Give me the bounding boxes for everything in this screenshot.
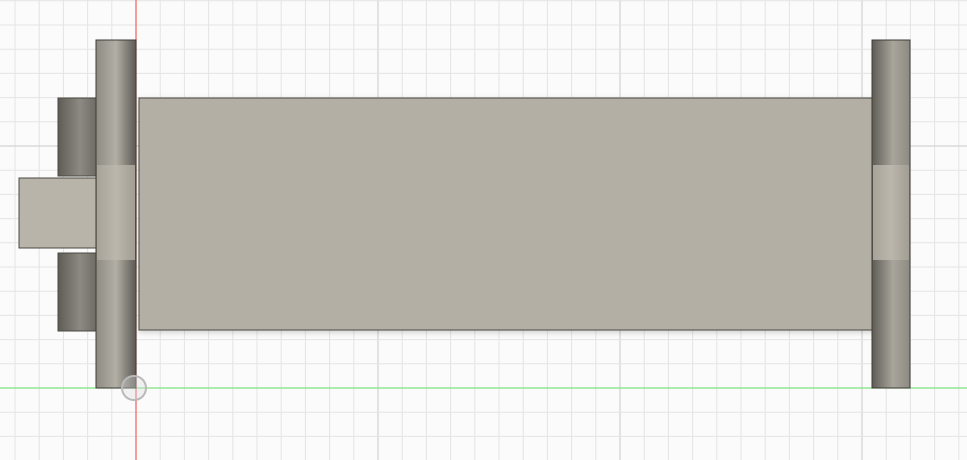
right-flange-collar	[873, 165, 909, 260]
left-lower-hub[interactable]	[57, 252, 99, 332]
spool-barrel[interactable]	[138, 97, 877, 331]
left-shaft[interactable]	[18, 177, 100, 249]
origin-point-icon[interactable]	[121, 375, 147, 401]
left-flange-collar	[97, 165, 135, 260]
left-upper-hub[interactable]	[57, 97, 99, 177]
